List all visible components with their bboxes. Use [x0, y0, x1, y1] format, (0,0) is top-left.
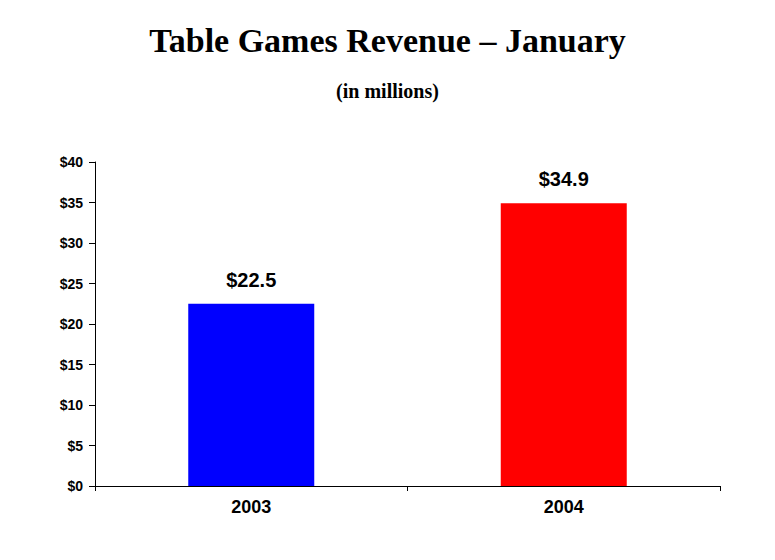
svg-text:$5: $5 — [67, 438, 83, 454]
svg-text:(in millions): (in millions) — [336, 80, 439, 103]
svg-text:$35: $35 — [60, 195, 84, 211]
svg-text:$30: $30 — [60, 235, 84, 251]
svg-text:$34.9: $34.9 — [539, 168, 589, 190]
svg-text:$25: $25 — [60, 276, 84, 292]
svg-text:2004: 2004 — [544, 497, 584, 517]
svg-text:$15: $15 — [60, 357, 84, 373]
svg-text:$22.5: $22.5 — [226, 269, 276, 291]
svg-text:Table Games Revenue – January: Table Games Revenue – January — [149, 22, 626, 59]
svg-text:$40: $40 — [60, 154, 84, 170]
svg-text:2003: 2003 — [231, 497, 271, 517]
svg-text:$10: $10 — [60, 397, 84, 413]
svg-text:$20: $20 — [60, 316, 84, 332]
svg-text:$0: $0 — [67, 478, 83, 494]
